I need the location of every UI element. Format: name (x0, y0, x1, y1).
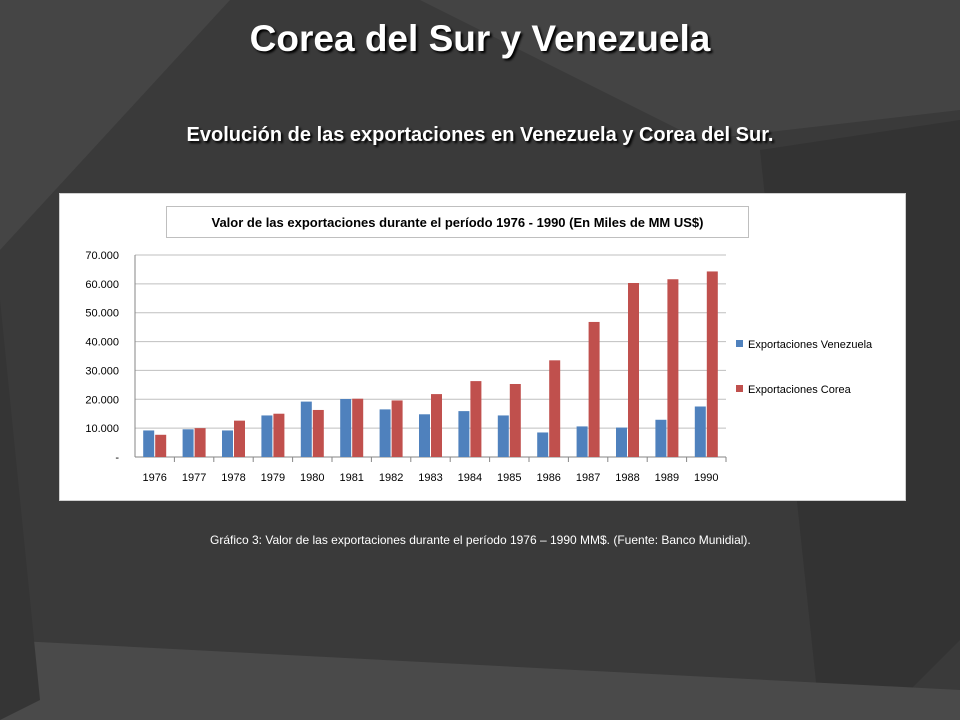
y-tick-label: 50.000 (85, 308, 119, 320)
x-tick-label: 1976 (142, 472, 166, 484)
bar-venezuela (616, 427, 627, 457)
slide-subtitle: Evolución de las exportaciones en Venezu… (186, 124, 774, 146)
bar-venezuela (182, 429, 194, 457)
bar-chart: - 10.000 20.000 30.000 40.000 50.000 60.000 70.… (85, 250, 873, 484)
bar-corea (628, 282, 639, 457)
y-tick-label: 70.000 (85, 250, 119, 262)
bar-venezuela (694, 406, 706, 457)
x-tick-label: 1989 (655, 472, 679, 484)
x-tick-label: 1988 (615, 472, 639, 484)
bar-venezuela (379, 409, 391, 457)
bar-corea (155, 434, 167, 457)
x-tick-label: 1982 (379, 472, 403, 484)
x-tick-label: 1984 (458, 472, 482, 484)
bar-corea (312, 409, 324, 457)
bar-corea (667, 279, 679, 457)
y-tick-label: 10.000 (85, 423, 119, 435)
y-tick-label: 60.000 (85, 279, 119, 291)
y-tick-label: - (115, 452, 119, 464)
legend-swatch (736, 385, 743, 392)
bar-venezuela (576, 426, 588, 457)
legend-label: Exportaciones Corea (748, 384, 852, 396)
bar-venezuela (655, 419, 667, 457)
bar-corea (273, 413, 285, 457)
bar-venezuela (261, 415, 273, 457)
x-tick-label: 1990 (694, 472, 718, 484)
y-tick-label: 20.000 (85, 394, 119, 406)
y-tick-label: 30.000 (85, 365, 119, 377)
x-tick-label: 1981 (339, 472, 363, 484)
slide-title: Corea del Sur y Venezuela (249, 18, 711, 59)
chart-panel: Valor de las exportaciones durante el pe… (59, 193, 906, 501)
x-tick-label: 1979 (261, 472, 285, 484)
x-tick-label: 1985 (497, 472, 521, 484)
bar-corea (194, 428, 206, 457)
chart-caption: Gráfico 3: Valor de las exportaciones du… (210, 533, 751, 547)
legend-label: Exportaciones Venezuela (748, 339, 873, 351)
bar-venezuela (143, 430, 155, 457)
bar-venezuela (497, 415, 509, 457)
bar-corea (549, 360, 561, 457)
bar-corea (509, 383, 521, 457)
x-tick-label: 1987 (576, 472, 600, 484)
bar-venezuela (458, 411, 470, 457)
bar-venezuela (300, 401, 312, 457)
x-tick-label: 1978 (221, 472, 245, 484)
bar-corea (706, 271, 718, 457)
y-tick-label: 40.000 (85, 337, 119, 349)
legend-swatch (736, 340, 743, 347)
bar-venezuela (340, 398, 352, 457)
x-tick-label: 1983 (418, 472, 442, 484)
bar-venezuela (222, 430, 233, 457)
chart-title: Valor de las exportaciones durante el pe… (166, 206, 749, 238)
bar-corea (352, 398, 364, 457)
x-tick-label: 1977 (182, 472, 206, 484)
x-tick-label: 1986 (536, 472, 560, 484)
bar-corea (431, 394, 442, 457)
bar-corea (391, 400, 403, 457)
x-tick-label: 1980 (300, 472, 324, 484)
bar-corea (470, 381, 482, 457)
bar-venezuela (537, 432, 549, 457)
bar-venezuela (419, 414, 430, 457)
bar-corea (234, 420, 245, 457)
bar-corea (588, 321, 600, 457)
